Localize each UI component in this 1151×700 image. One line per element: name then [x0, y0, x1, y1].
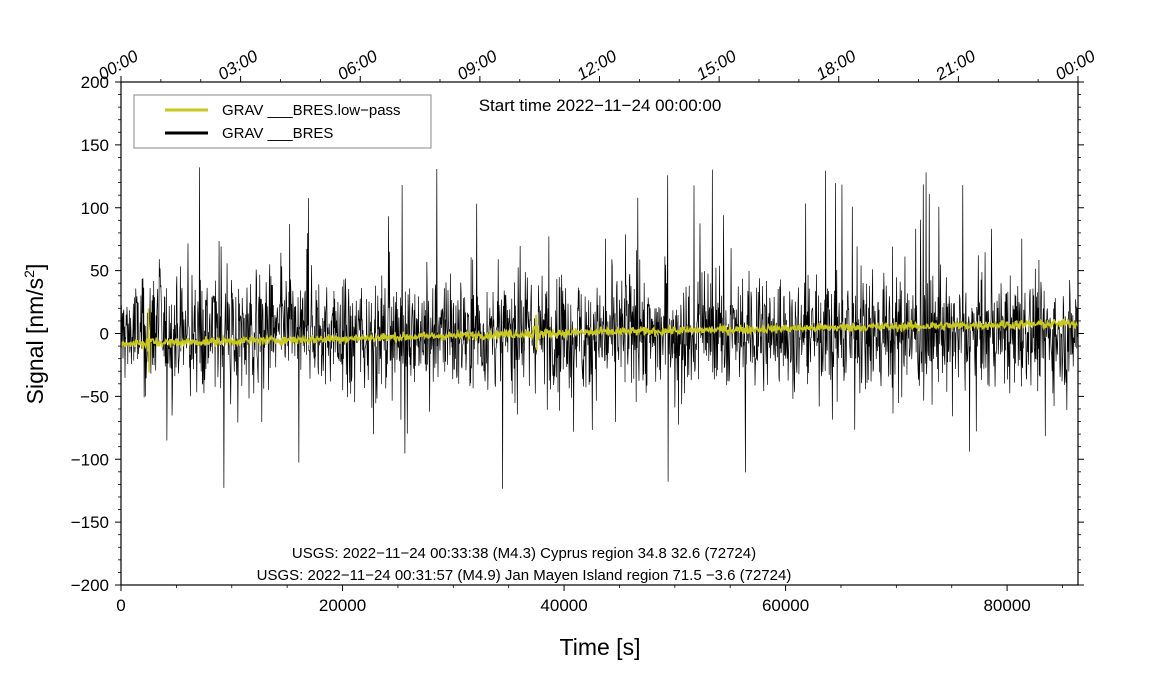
y-tick-label: −200: [71, 576, 109, 595]
y-tick-label: 100: [81, 199, 109, 218]
y-tick-label: −150: [71, 513, 109, 532]
top-tick-label: 09:00: [454, 46, 501, 84]
y-tick-label: −50: [80, 387, 109, 406]
y-axis-title-superscript: 2: [21, 270, 37, 278]
y-tick-label: −100: [71, 450, 109, 469]
legend-box: [133, 94, 432, 149]
y-tick-label: 0: [100, 325, 109, 344]
x-tick-label: 60000: [762, 596, 809, 615]
y-tick-label: 50: [90, 262, 109, 281]
top-time-axis: 00:00 03:00 06:00 09:00 12:00 15:00 18:00 21:00…: [95, 46, 1099, 84]
series-raw-line: [121, 167, 1078, 489]
event-annotation-jan-mayen: USGS: 2022−11−24 00:31:57 (M4.9) Jan May…: [257, 567, 792, 584]
plot-frame: [120, 81, 1079, 586]
y-tick-label: 150: [81, 136, 109, 155]
x-tick-label: 40000: [540, 596, 587, 615]
series-lowpass-line: [121, 308, 1078, 373]
legend-label-raw: GRAV ___BRES: [222, 125, 333, 142]
top-tick-label: 03:00: [215, 46, 262, 84]
top-tick-label: 15:00: [693, 46, 740, 84]
x-tick-label: 80000: [983, 596, 1030, 615]
x-axis: 0 20000 40000 60000 80000: [116, 585, 1063, 615]
event-annotation-cyprus: USGS: 2022−11−24 00:33:38 (M4.3) Cyprus …: [292, 545, 756, 562]
y-axis-title: Signal [nm/s2]: [21, 264, 48, 405]
top-tick-label: 18:00: [813, 46, 860, 84]
x-axis-title: Time [s]: [560, 634, 641, 660]
y-tick-label: 200: [81, 73, 109, 92]
x-tick-label: 20000: [319, 596, 366, 615]
plot-area: [121, 167, 1078, 489]
legend: GRAV ___BRES.low−pass GRAV ___BRES: [133, 94, 432, 149]
y-axis: −200 −150 −100 −50 0 50 100 150 200: [71, 73, 1084, 595]
legend-label-lowpass: GRAV ___BRES.low−pass: [222, 102, 401, 119]
top-tick-label: 12:00: [574, 46, 621, 84]
start-time-label: Start time 2022−11−24 00:00:00: [479, 96, 722, 115]
x-tick-label: 0: [116, 596, 125, 615]
top-tick-label: 00:00: [1052, 46, 1099, 84]
top-tick-label: 06:00: [334, 46, 381, 84]
top-tick-label: 21:00: [932, 46, 980, 84]
